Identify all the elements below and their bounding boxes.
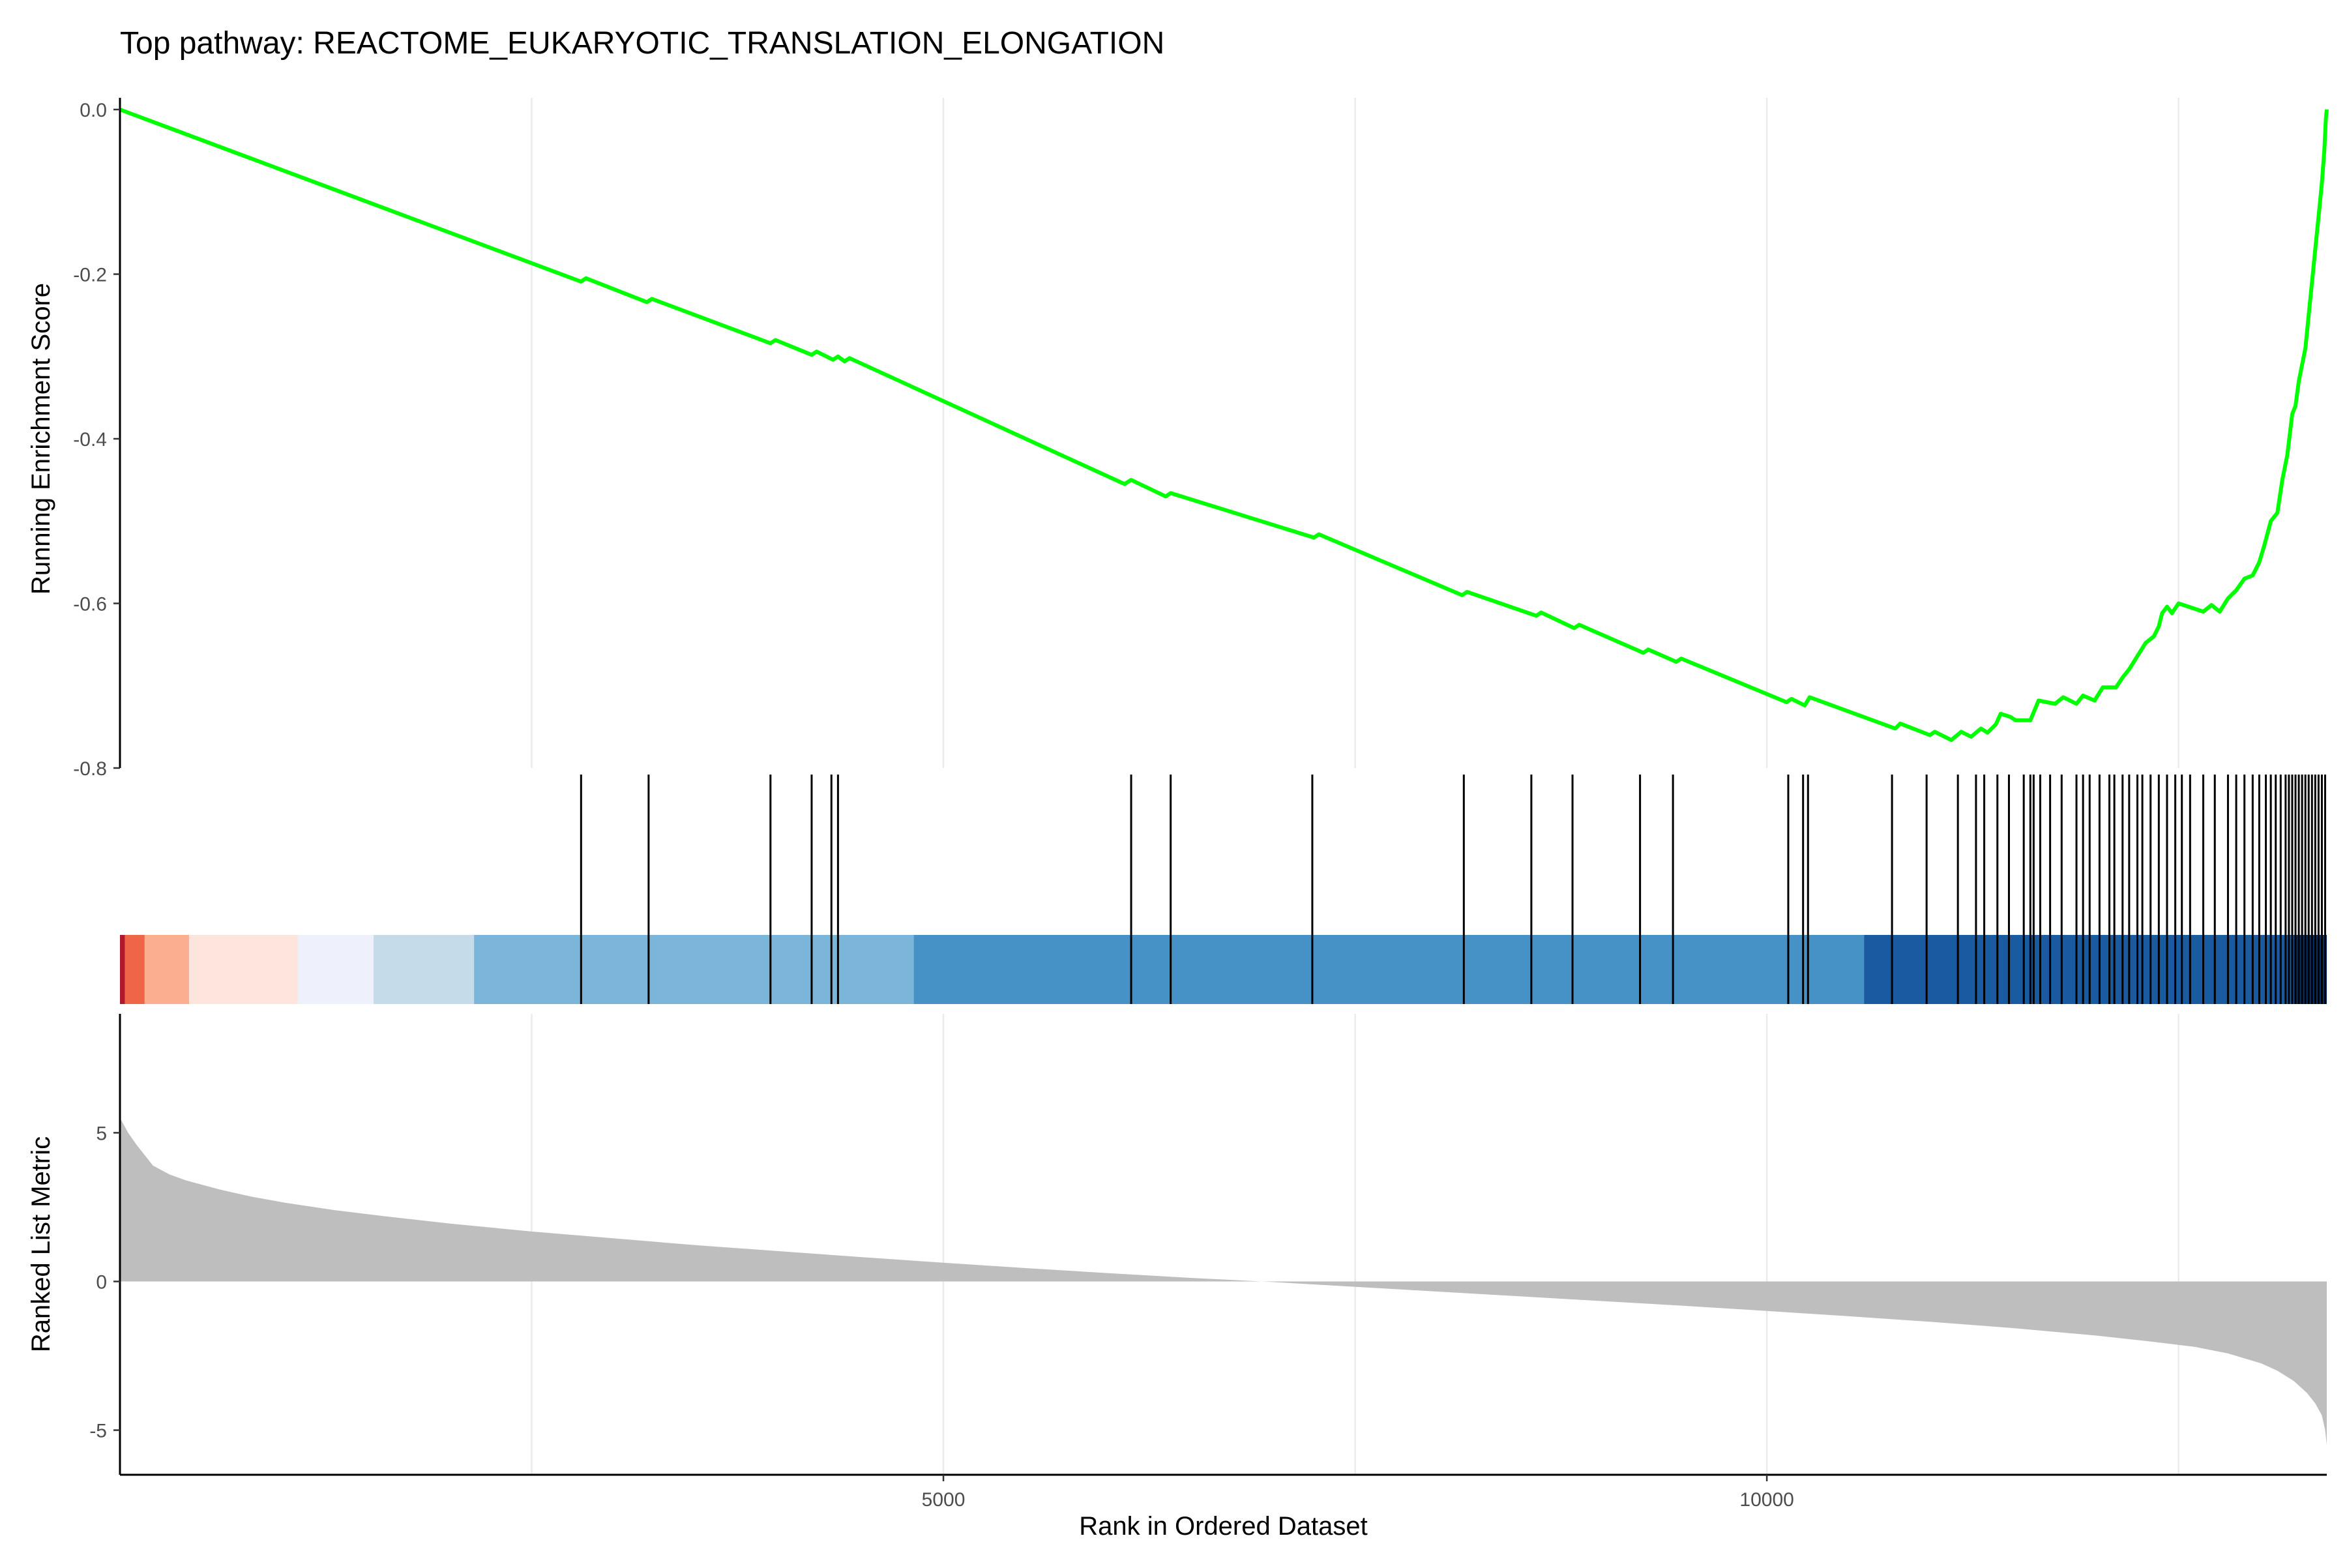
x-tick-label: 10000 <box>1739 1489 1793 1511</box>
y-tick-label-top: 0.0 <box>80 100 107 121</box>
color-band <box>125 935 145 1004</box>
y-axis-title-top: Running Enrichment Score <box>27 283 55 595</box>
y-tick-label-bottom: -5 <box>89 1421 107 1442</box>
color-band <box>297 935 374 1004</box>
x-axis-title: Rank in Ordered Dataset <box>1079 1512 1367 1541</box>
color-band <box>913 935 1865 1004</box>
chart-title: Top pathway: REACTOME_EUKARYOTIC_TRANSLA… <box>120 26 1164 61</box>
color-band <box>120 935 125 1004</box>
color-band <box>1864 935 2294 1004</box>
color-band <box>374 935 475 1004</box>
ranked-metric-area <box>120 1117 2327 1445</box>
y-tick-label-top: -0.2 <box>73 265 107 286</box>
color-band <box>474 935 914 1004</box>
y-axis-title-bottom: Ranked List Metric <box>27 1136 55 1352</box>
y-tick-label-bottom: 0 <box>96 1272 107 1294</box>
y-tick-label-top: -0.8 <box>73 758 107 780</box>
x-tick-label: 5000 <box>922 1489 966 1511</box>
color-band <box>144 935 190 1004</box>
color-band <box>189 935 298 1004</box>
y-tick-label-top: -0.6 <box>73 594 107 615</box>
y-tick-label-top: -0.4 <box>73 429 107 451</box>
y-tick-label-bottom: 5 <box>96 1123 107 1144</box>
running-score-line <box>119 108 2329 743</box>
